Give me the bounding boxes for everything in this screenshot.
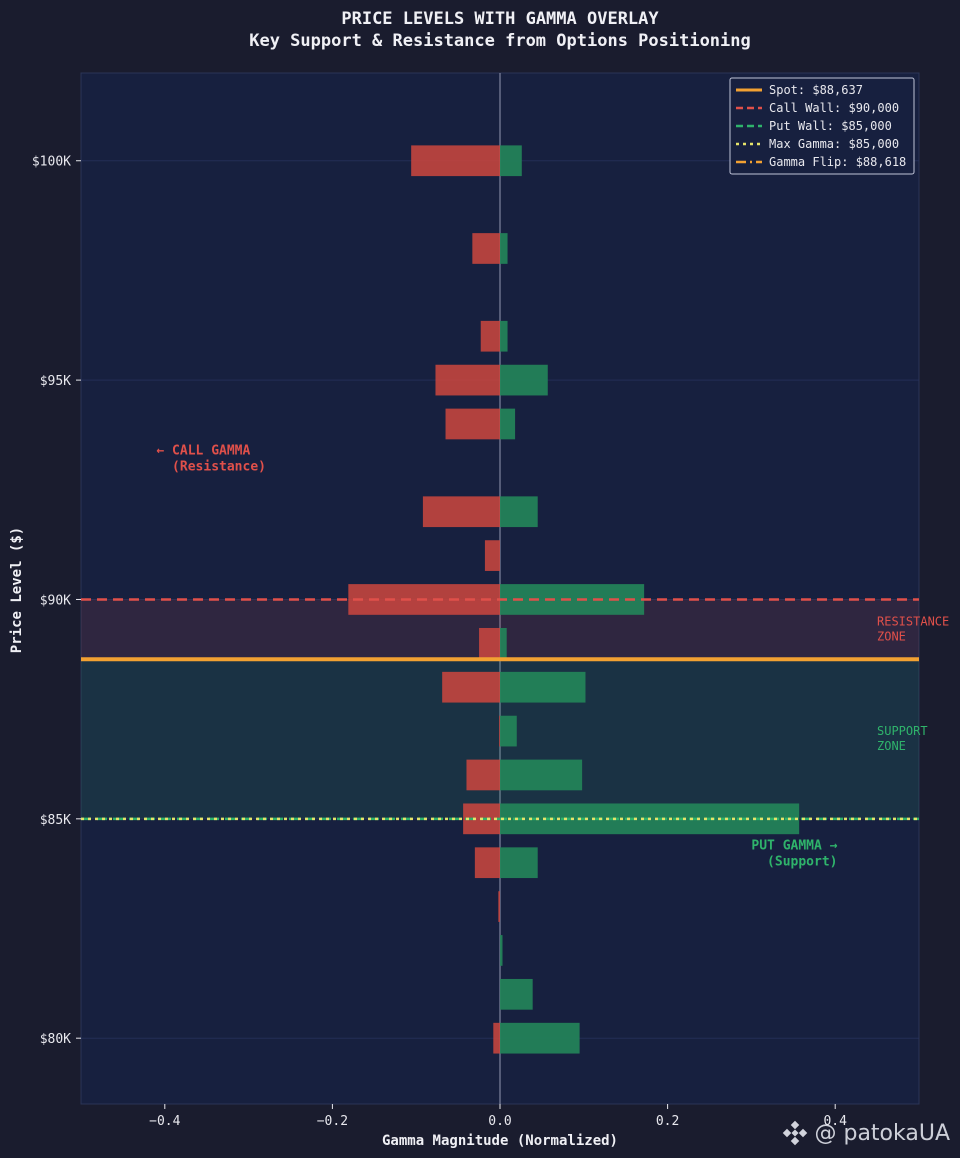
put-gamma-bar [500,408,516,440]
put-gamma-bar [500,847,538,879]
zone-label-line: ZONE [877,739,906,753]
put-gamma-bar [500,935,503,966]
reference-lines [81,598,919,821]
zone-label-line: ZONE [877,629,906,643]
legend-label: Gamma Flip: $88,618 [769,155,906,169]
axes: $80K $85K $90K $95K $100K −0.4 −0.2 0.0 0.2 0.4 [32,155,847,1129]
call-gamma-bar [472,233,500,264]
zone-label-line: SUPPORT [877,724,928,738]
call-gamma-bar [493,1022,500,1054]
call-gamma-bar [466,759,500,791]
put-gamma-bar [500,978,533,1010]
y-tick-label: $90K [40,593,71,608]
zone-label-line: RESISTANCE [877,614,949,628]
annotation-line: (Support) [751,855,837,870]
call-gamma-bar [422,496,500,528]
put-gamma-bar [500,320,508,352]
y-axis-label: Price Level ($) [9,527,25,653]
put-gamma-bar [500,584,645,615]
x-tick-label: −0.2 [317,1114,348,1129]
annotation-line: (Resistance) [156,460,266,475]
put-gamma-bar [500,364,548,396]
chart-title: PRICE LEVELS WITH GAMMA OVERLAY [341,9,659,29]
annotation: PUT GAMMA → (Support) [751,839,837,870]
bars [348,145,800,1054]
zone-label: RESISTANCE ZONE [877,614,949,643]
annotation-line: ← CALL GAMMA [156,444,250,459]
call-gamma-bar [445,408,500,440]
y-tick-label: $95K [40,374,71,389]
x-tick-label: 0.0 [488,1114,511,1129]
watermark: @ patokaUA [782,1120,950,1146]
x-tick-label: 0.4 [823,1114,847,1129]
legend-label: Put Wall: $85,000 [769,119,892,133]
call-gamma-bar [498,891,500,922]
legend: Spot: $88,637 Call Wall: $90,000 Put Wall:… [729,77,915,175]
put-gamma-bar [500,627,507,659]
x-tick-label: 0.2 [656,1114,679,1129]
binance-logo-icon [782,1120,808,1146]
put-gamma-bar [500,233,508,264]
zone-label: SUPPORT ZONE [877,724,928,753]
x-axis-label: Gamma Magnitude (Normalized) [382,1133,618,1149]
call-gamma-bar [480,320,500,352]
call-gamma-bar [499,715,500,747]
call-gamma-bar [479,627,500,659]
annotation-line: PUT GAMMA → [751,839,837,854]
legend-box [729,77,915,175]
y-tick-label: $100K [32,155,71,170]
put-gamma-bar [500,145,522,177]
call-gamma-bar [435,364,500,396]
annotation: ← CALL GAMMA (Resistance) [156,444,266,475]
call-gamma-bar [411,145,500,177]
call-gamma-bar [484,540,500,571]
annotations: ← CALL GAMMA (Resistance) PUT GAMMA → (Su… [156,444,837,870]
legend-label: Max Gamma: $85,000 [769,137,899,151]
call-gamma-bar [474,847,500,879]
legend-label: Spot: $88,637 [769,83,863,97]
y-tick-label: $80K [40,1032,71,1047]
chart-subtitle: Key Support & Resistance from Options Po… [249,31,751,51]
put-gamma-bar [500,496,538,528]
put-gamma-bar [500,1022,580,1054]
x-tick-label: −0.4 [149,1114,180,1129]
watermark-text: @ patokaUA [814,1120,950,1146]
call-gamma-bar [442,671,500,703]
put-gamma-bar [500,759,583,791]
y-tick-label: $85K [40,813,71,828]
put-gamma-bar [500,671,586,703]
legend-label: Call Wall: $90,000 [769,101,899,115]
put-gamma-bar [500,715,517,747]
